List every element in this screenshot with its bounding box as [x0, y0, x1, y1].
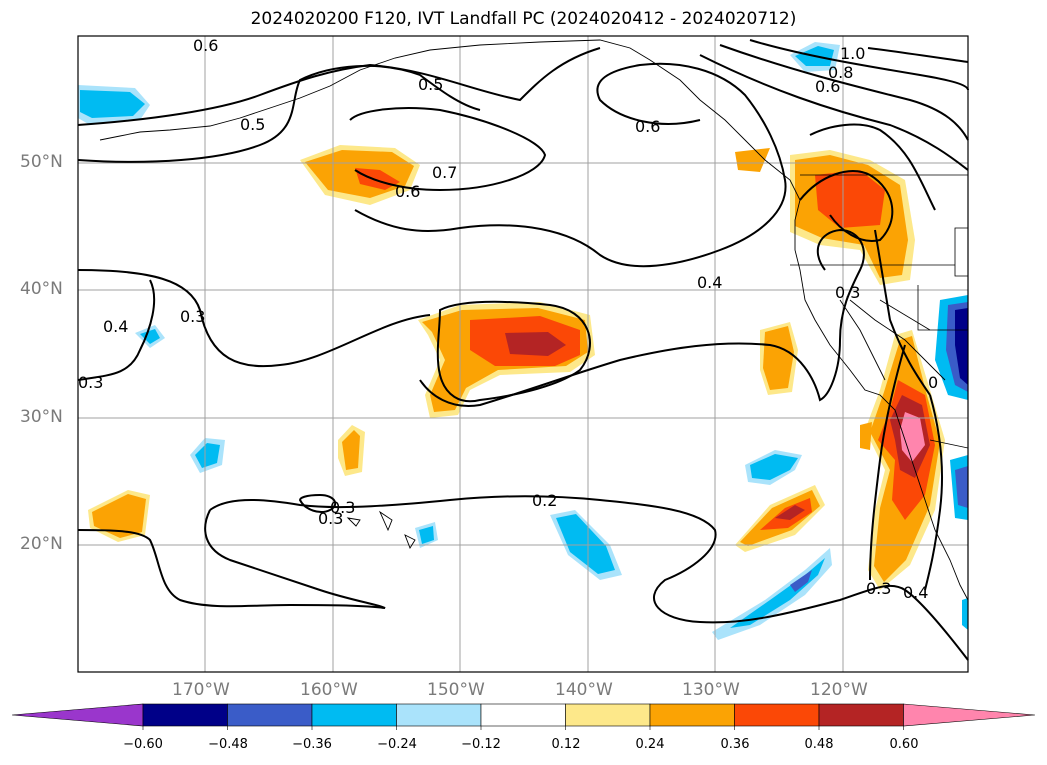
colorbar-bin: [649, 703, 735, 727]
colorbar-bin: [565, 703, 651, 727]
colorbar-tick-label: 0.24: [635, 737, 665, 752]
coastlines: [99, 39, 969, 601]
contour-labels: 0.6 0.5 0.5 0.7 0.6 0.6 1.0 0.8 0.6 0.4 …: [78, 36, 938, 602]
contour-label: 0.5: [418, 75, 443, 94]
contour-label: 0.4: [697, 273, 722, 292]
contour-label: 0: [928, 373, 938, 392]
colorbar-tick-label: −0.60: [123, 737, 163, 752]
contour-label: 0.6: [193, 36, 218, 55]
colorbar-bin: [227, 703, 313, 727]
lat-tick-label: 40°N: [20, 279, 63, 299]
colorbar-bin: [480, 703, 566, 727]
colorbar-bin: [818, 703, 904, 727]
colorbar-tick-label: 0.48: [804, 737, 834, 752]
contour-label: 0.3: [866, 579, 891, 598]
contour-label: 0.4: [903, 583, 928, 602]
gridlines: [78, 36, 968, 672]
colorbar-bin: [396, 703, 482, 727]
lon-tick-label: 130°W: [682, 680, 740, 700]
figure-title: 2024020200 F120, IVT Landfall PC (202402…: [250, 9, 797, 29]
lon-tick-label: 160°W: [300, 680, 358, 700]
colorbar: [11, 703, 1036, 730]
lon-tick-label: 150°W: [427, 680, 485, 700]
lon-tick-label: 140°W: [555, 680, 613, 700]
contours: [77, 39, 969, 661]
colorbar-tick-label: 0.36: [720, 737, 750, 752]
colorbar-tick-label: 0.60: [889, 737, 919, 752]
contour-label: 0.6: [395, 182, 420, 201]
lat-tick-label: 50°N: [20, 152, 63, 172]
contour-label: 0.3: [180, 307, 205, 326]
colorbar-tick-label: −0.24: [377, 737, 417, 752]
contour-label: 0.2: [532, 491, 557, 510]
colorbar-bin: [734, 703, 820, 727]
contour-label: 0.3: [78, 373, 103, 392]
colorbar-tick-label: −0.12: [461, 737, 501, 752]
contour-label: 0.3: [330, 498, 355, 517]
contour-label: 0.5: [240, 115, 265, 134]
shading-layer: [78, 42, 968, 640]
lon-tick-label: 170°W: [172, 680, 230, 700]
colorbar-bin: [311, 703, 397, 727]
lon-tick-label: 120°W: [810, 680, 868, 700]
contour-label: 0.8: [828, 63, 853, 82]
colorbar-bin: [142, 703, 228, 727]
contour-label: 1.0: [840, 44, 865, 63]
contour-label: 0.3: [318, 509, 343, 528]
colorbar-tick-label: −0.48: [208, 737, 248, 752]
lat-tick-label: 20°N: [20, 534, 63, 554]
colorbar-extend-max: [903, 703, 1036, 727]
map-frame: [77, 35, 969, 673]
contour-label: 0.7: [432, 163, 457, 182]
contour-label: 0.6: [635, 117, 660, 136]
colorbar-tick-label: 0.12: [551, 737, 581, 752]
lat-tick-label: 30°N: [20, 407, 63, 427]
contour-label: 0.6: [815, 77, 840, 96]
colorbar-tick-label: −0.36: [292, 737, 332, 752]
contour-label: 0.4: [103, 317, 128, 336]
colorbar-extend-min: [11, 703, 144, 727]
contour-label: 0.3: [835, 283, 860, 302]
